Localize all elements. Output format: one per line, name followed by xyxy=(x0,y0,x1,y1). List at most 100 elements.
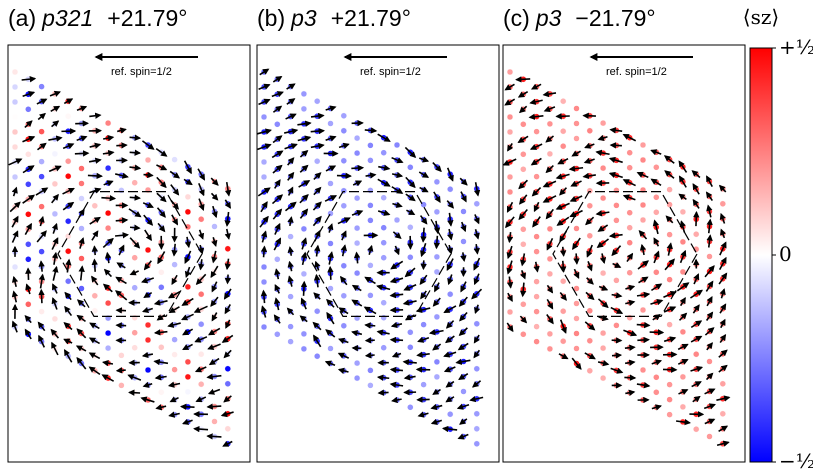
spin-arrow xyxy=(650,149,662,156)
spin-dot xyxy=(91,202,99,210)
spin-arrow xyxy=(546,284,554,294)
spin-arrow xyxy=(557,157,569,165)
spin-arrow xyxy=(531,187,542,197)
spin-dot xyxy=(433,313,441,321)
spin-arrow xyxy=(51,341,59,356)
spin-arrow xyxy=(300,297,307,310)
spin-arrow xyxy=(75,345,87,352)
spin-arrow xyxy=(506,245,513,260)
spin-arrow xyxy=(404,146,417,159)
spin-arrow xyxy=(517,90,529,98)
ref-note: ref. spin=1/2 xyxy=(111,66,172,78)
spin-arrow xyxy=(624,359,636,366)
spin-arrow xyxy=(272,208,283,220)
spin-arrow xyxy=(390,321,403,329)
spin-arrow xyxy=(222,440,233,447)
spin-dot xyxy=(64,172,72,180)
spin-dot xyxy=(546,150,554,158)
spin-arrow xyxy=(716,440,730,447)
spin-dot xyxy=(184,373,192,381)
spin-arrow xyxy=(37,321,46,332)
colorbar-tick-label: −½ xyxy=(779,449,813,473)
spin-dot xyxy=(599,194,607,202)
spin-arrow xyxy=(459,418,468,425)
spin-arrow xyxy=(299,164,309,173)
spin-arrow xyxy=(171,243,178,257)
spin-arrow xyxy=(153,358,169,366)
spin-arrow xyxy=(719,212,726,224)
spin-arrow xyxy=(432,388,441,395)
spin-dot xyxy=(64,112,72,120)
spin-arrow xyxy=(446,244,454,255)
spin-arrow xyxy=(432,297,441,307)
spin-arrow xyxy=(273,179,281,189)
spin-arrow xyxy=(300,280,308,296)
spin-arrow xyxy=(403,374,416,381)
spin-arrow xyxy=(545,208,554,220)
spin-dot xyxy=(224,380,232,388)
spin-arrow xyxy=(89,112,102,119)
spin-arrow xyxy=(8,158,23,166)
spin-arrow xyxy=(223,288,232,300)
spin-dot xyxy=(653,269,660,276)
spin-arrow xyxy=(666,242,673,256)
spin-dot xyxy=(446,290,454,298)
spin-dot xyxy=(367,367,374,374)
spin-arrow xyxy=(116,262,126,269)
spin-arrow xyxy=(441,425,458,433)
spin-arrow xyxy=(433,220,441,235)
spin-arrow xyxy=(129,224,141,231)
spin-arrow xyxy=(651,404,662,411)
spin-arrow xyxy=(224,228,231,240)
spin-dot xyxy=(104,299,112,307)
spin-arrow xyxy=(542,195,557,203)
spin-arrow xyxy=(76,356,87,370)
spin-arrow xyxy=(271,150,284,159)
spin-arrow xyxy=(153,329,168,336)
spin-arrow xyxy=(76,299,86,308)
spin-arrow xyxy=(211,205,218,219)
spin-dot xyxy=(586,202,594,210)
panel-title: (b) p3 +21.79° xyxy=(257,5,411,31)
spin-dot xyxy=(131,314,138,321)
spin-dot xyxy=(64,232,72,240)
spin-arrow xyxy=(287,171,295,181)
spin-dot xyxy=(367,217,374,224)
spin-dot xyxy=(666,321,673,328)
spin-dot xyxy=(520,226,527,233)
spin-arrow xyxy=(49,90,61,97)
spin-dot xyxy=(719,200,727,208)
spin-arrow xyxy=(652,314,661,321)
spin-dot xyxy=(353,374,361,382)
spin-arrow xyxy=(473,334,480,344)
colorbar-title: ⟨sz⟩ xyxy=(743,5,779,29)
spin-arrow xyxy=(585,216,595,226)
spin-arrow xyxy=(506,260,513,275)
spin-arrow xyxy=(338,307,349,315)
spin-arrow xyxy=(272,105,283,113)
spin-dot xyxy=(433,268,441,276)
spin-arrow xyxy=(88,157,102,164)
spin-arrow xyxy=(340,230,347,241)
spin-arrow xyxy=(299,208,309,219)
spin-dot xyxy=(38,308,45,315)
spin-dot xyxy=(197,380,205,388)
spin-arrow xyxy=(650,178,662,186)
spin-dot xyxy=(340,127,348,135)
spin-arrow xyxy=(208,327,221,336)
spin-dot xyxy=(184,358,192,366)
spin-arrow xyxy=(663,306,677,313)
spin-arrow xyxy=(706,234,713,248)
spin-arrow xyxy=(622,179,636,187)
spin-arrow xyxy=(418,171,430,178)
spin-dot xyxy=(118,352,125,359)
panel-frame xyxy=(7,44,251,463)
spin-arrow xyxy=(664,170,675,179)
spin-arrow xyxy=(445,320,455,329)
spin-dot xyxy=(367,202,374,209)
spin-dot xyxy=(287,338,294,345)
spin-arrow xyxy=(376,374,390,381)
spin-arrow xyxy=(559,319,567,334)
spin-dot xyxy=(197,350,205,358)
spin-dot xyxy=(353,269,361,277)
